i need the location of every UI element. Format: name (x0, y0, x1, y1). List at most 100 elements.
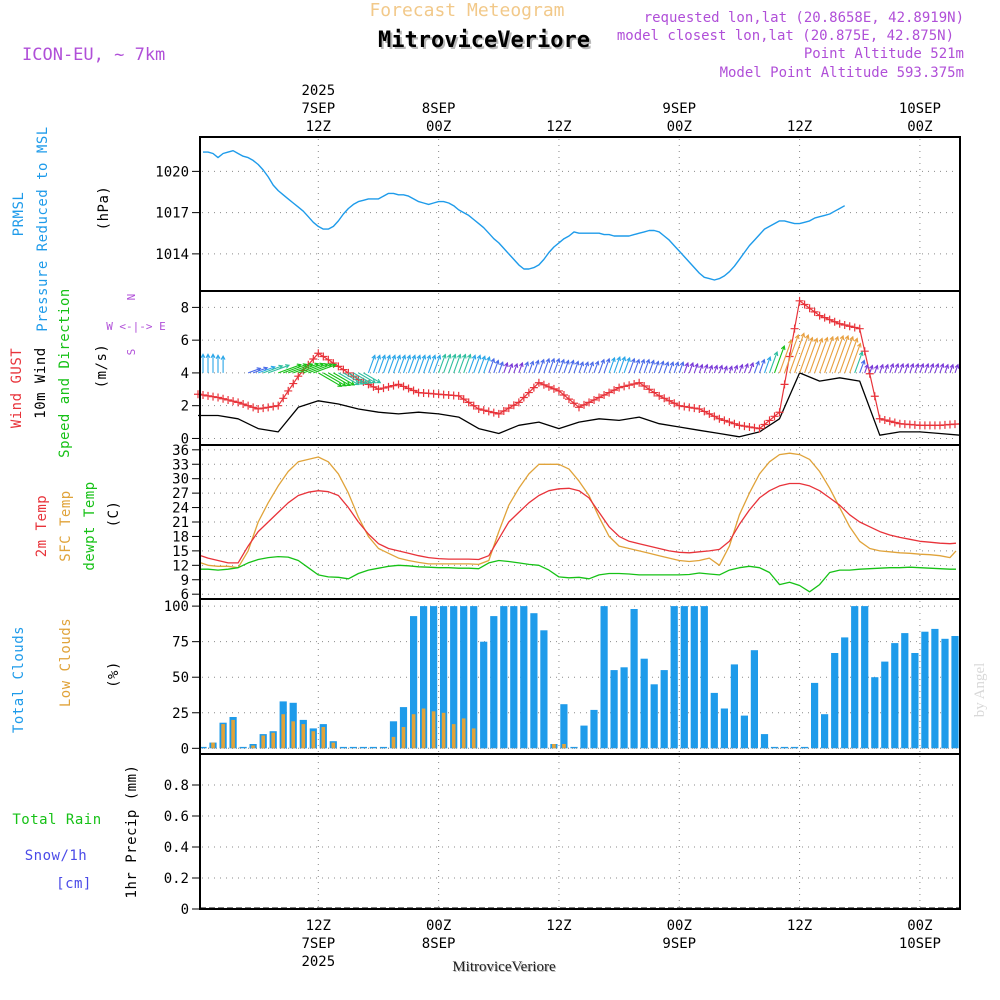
wind-direction-arrow (864, 363, 869, 374)
wind-direction-arrow (949, 363, 955, 374)
total-clouds-bar (570, 746, 578, 749)
total-clouds-bar (891, 643, 899, 749)
wind-gust-marker (685, 403, 694, 412)
total-clouds-bar (520, 606, 528, 749)
wind-gust-marker (319, 352, 328, 361)
total-clouds-bar (881, 661, 889, 749)
total-clouds-bar (811, 682, 819, 749)
wind-gust-marker (564, 395, 573, 404)
y-tick-label: 50 (172, 670, 189, 686)
total-clouds-bar (590, 709, 598, 749)
wind-gust-marker (404, 384, 413, 393)
wind-gust-marker (850, 323, 859, 332)
total-clouds-bar (430, 606, 438, 749)
y-tick-label: 15 (172, 544, 189, 560)
wind-gust-marker (214, 393, 223, 402)
total-clouds-bar (369, 746, 377, 749)
total-clouds-bar (450, 606, 458, 749)
compass-west-east-label: W <-|-> E (106, 320, 166, 333)
footer-location: MitroviceVeriore (452, 959, 556, 975)
total-clouds-bar (460, 606, 468, 749)
wind-direction-arrow (448, 353, 457, 374)
wind-gust-marker (239, 400, 248, 409)
wind-direction-arrow (834, 334, 850, 374)
wind-gust-marker (369, 382, 378, 391)
bottom-time-label: 00Z (907, 918, 932, 934)
wind-gust-marker (720, 416, 729, 425)
wind-gust-marker (595, 393, 604, 402)
wind-gust-marker (740, 422, 749, 431)
wind-direction-arrow (743, 362, 749, 374)
low-clouds-bar (391, 736, 396, 749)
wind-direction-arrow (934, 362, 940, 374)
wind-gust-marker (855, 324, 864, 333)
wind-gust-marker (524, 388, 533, 397)
wind-gust-marker (209, 392, 218, 401)
wind-direction-arrow (814, 336, 829, 374)
total-clouds-bar (500, 606, 508, 749)
y-tick-label: 75 (172, 635, 189, 651)
wind-gust-marker (725, 418, 734, 427)
dewpt-temp-line (201, 555, 956, 593)
total-clouds-bar (740, 715, 748, 749)
low-clouds-bar (451, 724, 456, 749)
wind-gust-marker (259, 404, 268, 413)
y-tick-label: 18 (172, 529, 189, 545)
total-clouds-bar (349, 746, 357, 749)
wind-axis-label-speed: 10m Wind (33, 347, 49, 418)
total-clouds-bar (780, 746, 789, 749)
low-clouds-bar (552, 744, 556, 749)
precip-label-snow-unit: [cm] (56, 876, 92, 892)
wind-direction-arrow (688, 361, 695, 374)
wind-direction-arrow (859, 359, 866, 374)
wind-gust-marker (519, 393, 528, 402)
wind-gust-marker (539, 380, 548, 389)
wind-direction-arrow (638, 358, 646, 374)
low-clouds-bar (231, 719, 235, 749)
total-clouds-bar (801, 746, 809, 749)
total-clouds-bar (700, 606, 708, 749)
y-tick-label: 2 (181, 399, 189, 415)
low-clouds-bar (211, 742, 215, 749)
wind-direction-arrow (869, 364, 874, 374)
wind-gust-marker (554, 386, 563, 395)
wind-gust-marker (459, 395, 468, 404)
wind-direction-arrow (738, 363, 744, 374)
total-clouds-bar (339, 746, 347, 749)
y-tick-label: 25 (172, 706, 189, 722)
wind-gust-marker (730, 419, 739, 428)
wind-direction-arrow (748, 361, 755, 374)
wind-direction-arrow (358, 372, 377, 384)
y-tick-label: 0 (181, 741, 189, 757)
wind-gust-marker (590, 395, 599, 404)
wind-gust-marker (284, 386, 293, 395)
wind-direction-arrow (663, 361, 670, 374)
wind-direction-arrow (343, 372, 364, 385)
total-clouds-bar (490, 616, 498, 749)
wind-direction-arrow (407, 354, 417, 374)
wind-gust-marker (479, 406, 488, 415)
low-clouds-bar (461, 718, 466, 749)
pressure-series-line (203, 149, 846, 281)
low-clouds-bar (261, 735, 265, 749)
pressure-axis-label-secondary: Pressure Reduced to MSL (35, 126, 51, 331)
total-clouds-bar (660, 670, 668, 749)
total-clouds-bar (470, 606, 478, 749)
wind-gust-marker (815, 311, 824, 320)
wind-gust-marker (675, 401, 684, 410)
wind-gust-marker (264, 403, 273, 412)
wind-gust-marker (670, 399, 679, 408)
wind-direction-arrow (367, 354, 376, 374)
wind-direction-arrow (428, 354, 437, 374)
wind-direction-arrow (578, 361, 585, 374)
wind-direction-arrow (348, 372, 368, 385)
wind-gust-marker (655, 391, 664, 400)
frame-layer (192, 136, 961, 910)
wind-gust-marker (574, 403, 583, 412)
model-name: ICON-EU, ~ 7km (22, 45, 165, 65)
wind-gust-marker (469, 401, 478, 410)
top-time-label: 8SEP (422, 101, 456, 117)
low-clouds-bar (441, 712, 446, 749)
wind-direction-arrow (392, 354, 402, 374)
